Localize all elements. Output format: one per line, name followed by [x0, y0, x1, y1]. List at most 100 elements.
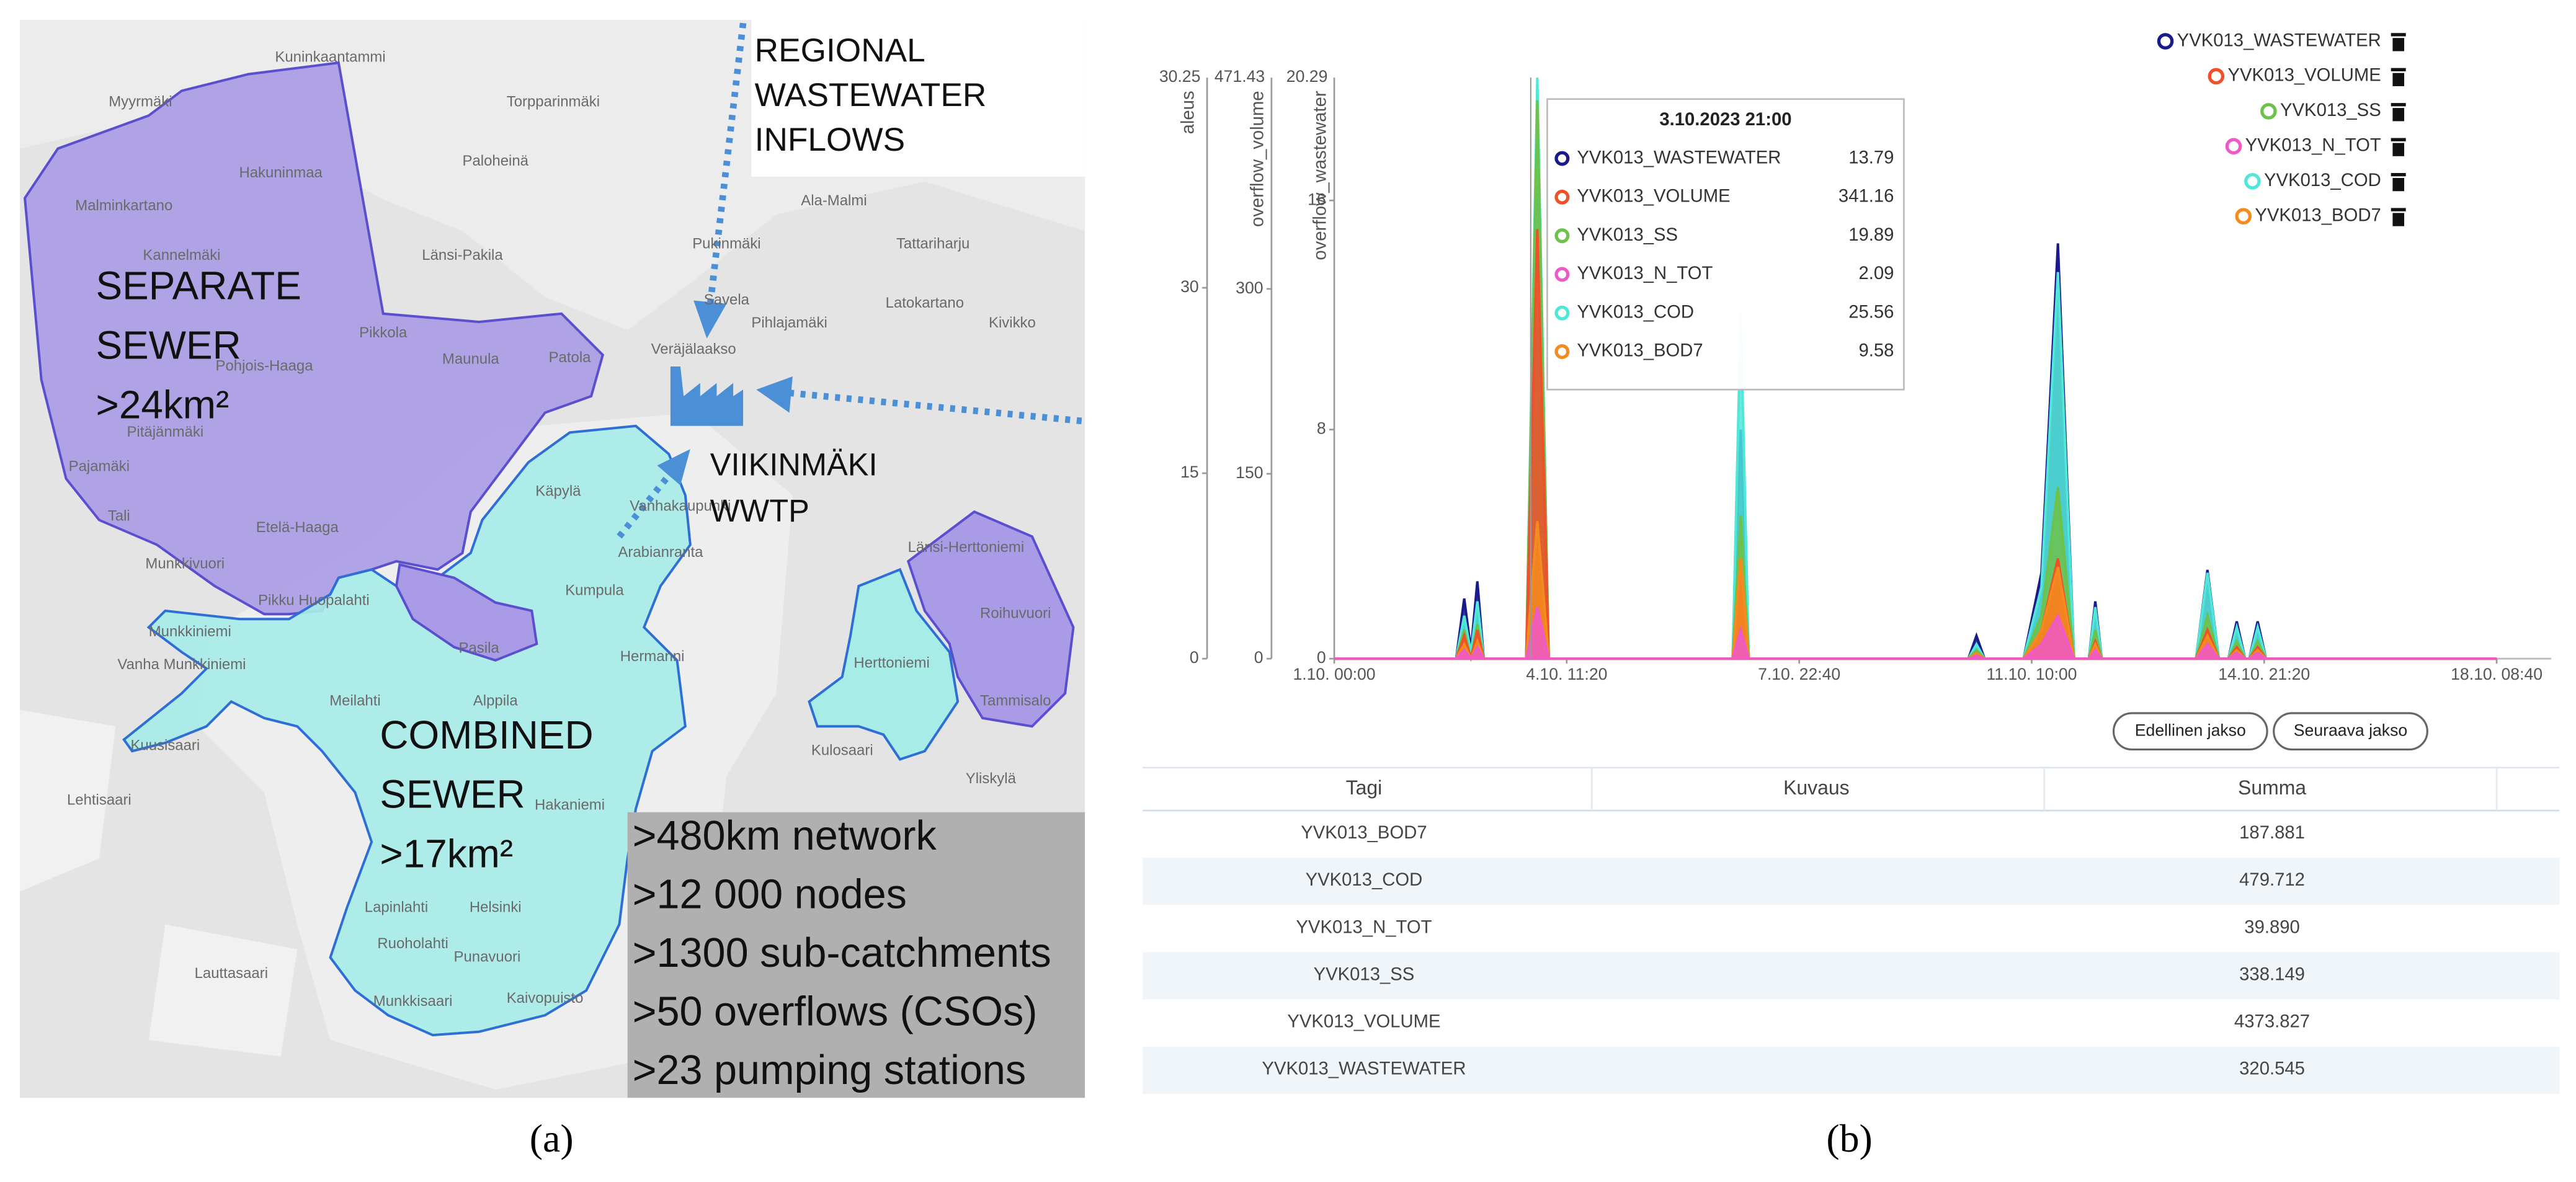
y-tick-label: 0 — [1317, 648, 1326, 667]
x-tick-label: 11.10. 10:00 — [1986, 665, 2077, 683]
x-tick-label: 7.10. 22:40 — [1758, 665, 1840, 683]
stats-box — [627, 812, 1085, 1098]
tooltip-value: 19.89 — [1848, 224, 1894, 245]
legend-delete[interactable] — [2391, 138, 2406, 156]
series-area — [1334, 186, 2497, 660]
x-tick-label: 1.10. 00:00 — [1293, 665, 1375, 683]
legend-delete[interactable] — [2391, 68, 2406, 86]
legend-delete[interactable] — [2391, 172, 2406, 192]
button-shape — [2273, 712, 2428, 751]
tooltip-name: YVK013_SS — [1577, 224, 1678, 245]
y-tick-label: 16 — [1308, 190, 1326, 208]
place-name: Kivikko — [989, 314, 1036, 331]
place-name: Etelä-Haaga — [256, 519, 339, 536]
place-name: Kaivopuisto — [507, 990, 584, 1006]
trash-body — [2392, 143, 2405, 156]
wwtp-label: WWTP — [710, 493, 809, 528]
tooltip-marker — [1554, 228, 1570, 244]
trash-body — [2392, 38, 2405, 51]
stats-line: >12 000 nodes — [633, 871, 907, 917]
table-cell: YVK013_COD — [1306, 869, 1423, 890]
place-name: Pihlajamäki — [751, 314, 827, 331]
trash-lid — [2391, 138, 2406, 141]
place-name: Munkkiniemi — [149, 623, 231, 640]
y-axis-label: overflow_volume — [1247, 91, 1267, 227]
arrow-line — [789, 389, 1082, 425]
place-name: Munkkivuori — [145, 556, 225, 572]
x-tick-label: 4.10. 11:20 — [1526, 665, 1607, 683]
table-cell: YVK013_N_TOT — [1296, 917, 1432, 937]
place-name: Länsi-Pakila — [422, 247, 503, 264]
y-axis-label: aleus — [1178, 91, 1198, 134]
table-cell: YVK013_BOD7 — [1301, 822, 1427, 843]
series-area — [1334, 229, 2497, 660]
tooltip-name: YVK013_VOLUME — [1577, 186, 1730, 207]
legend-label: YVK013_WASTEWATER — [2177, 30, 2381, 50]
place-name: Kuninkaantammi — [275, 48, 385, 65]
x-tick-label: 14.10. 21:20 — [2218, 665, 2310, 683]
y-tick-label: 30 — [1180, 277, 1199, 296]
y-tick-label: 8 — [1317, 419, 1326, 438]
place-name: Hermanni — [620, 648, 685, 665]
y-tick-label: 15 — [1180, 463, 1199, 481]
tooltip-value: 2.09 — [1858, 263, 1894, 283]
inflows-label: WASTEWATER — [755, 77, 987, 113]
tooltip-marker — [1554, 344, 1570, 359]
place-name: Paloheinä — [462, 153, 528, 169]
place-name: Pasila — [459, 639, 500, 656]
trash-body — [2392, 73, 2405, 86]
y-axis-label: overflow_wastewater — [1309, 91, 1330, 260]
legend-label: YVK013_VOLUME — [2227, 65, 2381, 86]
place-name: Käpylä — [535, 483, 581, 500]
combined-sewer-label: >17km² — [380, 831, 513, 876]
series-area — [1334, 607, 2497, 661]
combined-sewer-area — [122, 424, 692, 1037]
table-cell: YVK013_WASTEWATER — [1262, 1059, 1466, 1079]
stats-line: >23 pumping stations — [633, 1047, 1026, 1093]
tooltip-marker — [1554, 305, 1570, 321]
legend-delete[interactable] — [2391, 208, 2406, 226]
trash-lid — [2391, 68, 2406, 71]
legend-delete[interactable] — [2391, 103, 2406, 122]
table-header: Kuvaus — [1783, 776, 1850, 799]
trash-body — [2392, 108, 2405, 122]
place-name: Savela — [704, 291, 750, 308]
separate-sewer-area — [394, 562, 538, 662]
y-tick-label: 150 — [1236, 463, 1263, 482]
table-cell: YVK013_SS — [1314, 964, 1415, 984]
trash-body — [2392, 213, 2405, 226]
legend-marker — [2208, 68, 2225, 85]
period-button[interactable]: Seuraava jakso — [2273, 712, 2428, 751]
tooltip-name: YVK013_COD — [1577, 301, 1694, 322]
legend-marker — [2244, 172, 2261, 190]
combined-sewer-label: COMBINED — [380, 713, 593, 757]
tooltip-box — [1546, 98, 1905, 391]
table-cell: 39.890 — [2244, 917, 2300, 937]
separate-sewer-label: SEWER — [96, 323, 241, 368]
x-tick-label: 18.10. 08:40 — [2451, 665, 2543, 683]
place-name: Pikkola — [359, 324, 408, 341]
place-name: Tammisalo — [980, 693, 1051, 709]
map — [20, 19, 1085, 1098]
separate-sewer-label: >24km² — [96, 382, 230, 427]
arrow-heads — [657, 300, 793, 486]
combined-sewer-label: SEWER — [380, 772, 525, 817]
map-labels: Kuninkaantammi Myyrmäki Torpparinmäki Hakun… — [67, 32, 1051, 1160]
place-name: Pukinmäki — [692, 235, 760, 252]
place-name: Kumpula — [565, 582, 624, 598]
table-header: Tagi — [1346, 776, 1383, 799]
place-name: Helsinki — [470, 899, 522, 915]
table-cell: YVK013_VOLUME — [1287, 1011, 1440, 1032]
period-button[interactable]: Edellinen jakso — [2112, 712, 2268, 751]
place-name: Vanhakaupunki — [630, 498, 731, 515]
place-name: Hakaniemi — [535, 796, 605, 813]
place-name: Alppila — [473, 693, 519, 709]
inflows-label: INFLOWS — [755, 122, 906, 158]
place-name: Malminkartano — [75, 197, 172, 214]
axis-max-label: 20.29 — [1286, 67, 1328, 86]
legend-marker — [2260, 103, 2277, 120]
stats-line: >1300 sub-catchments — [633, 930, 1051, 976]
legend-delete[interactable] — [2391, 33, 2406, 51]
tooltip-name: YVK013_N_TOT — [1577, 263, 1713, 283]
